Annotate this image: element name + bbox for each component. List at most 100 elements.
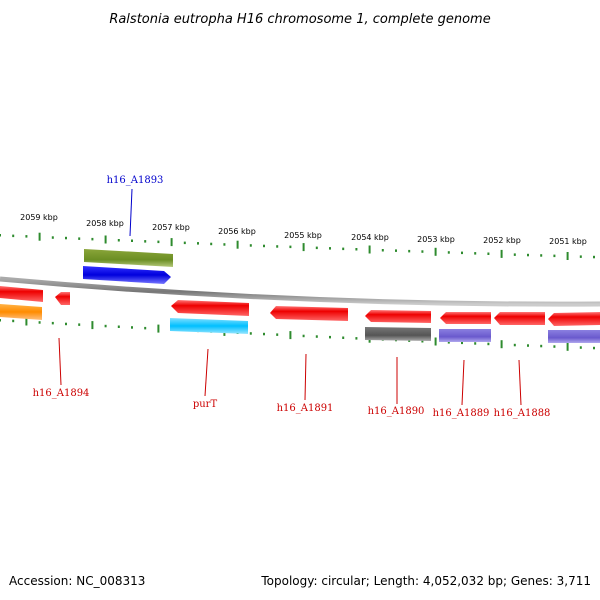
upper-ring-dot bbox=[249, 244, 252, 247]
lower-ring-major-tick bbox=[91, 321, 94, 330]
gene-purT-arrow[interactable] bbox=[171, 300, 249, 316]
gene-label-h16-a1888[interactable]: h16_A1888 bbox=[494, 408, 551, 419]
lower-ring-dot bbox=[329, 335, 331, 339]
lower-ring-dot bbox=[51, 321, 54, 325]
scale-label-2052: 2052 kbp bbox=[483, 236, 521, 245]
gene-labels: h16_A1893 h16_A1894 purT h16_A1891 h16_A… bbox=[33, 175, 551, 419]
feature-gray-h16-a1890[interactable] bbox=[365, 327, 431, 341]
lower-ring-dot bbox=[12, 319, 15, 323]
lower-ring-dot bbox=[447, 341, 450, 344]
feature-purple-h16-a1889[interactable] bbox=[439, 329, 491, 342]
gene-h16-a1891-arrow[interactable] bbox=[270, 306, 348, 321]
lower-ring-dot bbox=[276, 333, 279, 336]
lower-ring-dot bbox=[593, 346, 595, 350]
chromosome-backbone bbox=[0, 276, 600, 307]
gene-left-edge-red[interactable] bbox=[0, 286, 43, 302]
lower-ring-dot bbox=[474, 342, 477, 345]
gene-olive-feature[interactable] bbox=[84, 249, 173, 267]
leader-h16-a1894 bbox=[58, 337, 62, 386]
lower-ring-dot bbox=[104, 324, 107, 328]
upper-ring-dot bbox=[474, 252, 477, 255]
gene-label-h16-a1894[interactable]: h16_A1894 bbox=[33, 388, 90, 399]
lower-ring-major-tick bbox=[157, 324, 160, 333]
leader-purT bbox=[204, 348, 209, 397]
upper-ring-dot bbox=[197, 242, 199, 245]
lower-ring-dot bbox=[144, 326, 147, 330]
lower-ring-dot bbox=[38, 321, 41, 324]
upper-ring-dot bbox=[408, 249, 411, 253]
lower-ring-major-tick bbox=[25, 317, 28, 326]
upper-ring-dot bbox=[157, 240, 160, 244]
lower-ring-dot bbox=[553, 345, 556, 348]
upper-ring-dot bbox=[25, 235, 28, 238]
upper-ring-dot bbox=[91, 237, 94, 241]
leader-h16-a1889 bbox=[461, 359, 465, 406]
upper-ring-major-tick bbox=[368, 245, 371, 254]
lower-ring-dot bbox=[421, 340, 424, 343]
scale-label-2057: 2057 kbp bbox=[152, 223, 190, 232]
upper-ring-dot bbox=[276, 245, 279, 248]
scale-label-2059: 2059 kbp bbox=[20, 213, 58, 222]
lower-ring-dot bbox=[342, 336, 345, 339]
label-leaders bbox=[58, 188, 522, 406]
secondary-track-features bbox=[0, 304, 600, 343]
upper-ring-dot bbox=[395, 249, 397, 252]
lower-ring-dot bbox=[540, 344, 543, 348]
upper-ring-dot bbox=[183, 241, 186, 245]
upper-ring-dot bbox=[0, 234, 1, 237]
upper-ring-dot bbox=[447, 251, 450, 254]
upper-strand-features bbox=[83, 249, 173, 284]
upper-ring-dot bbox=[513, 253, 516, 256]
lower-ring-dot bbox=[117, 325, 120, 328]
lower-ring-dot bbox=[315, 335, 318, 338]
upper-ring-dot bbox=[487, 252, 490, 255]
lower-ring-dot bbox=[65, 322, 67, 326]
lower-ring-major-tick bbox=[289, 331, 292, 340]
lower-ring-major-tick bbox=[500, 340, 503, 349]
upper-scale-ring bbox=[0, 232, 595, 260]
gene-label-h16-a1889[interactable]: h16_A1889 bbox=[433, 408, 490, 419]
upper-ring-dot bbox=[223, 243, 226, 246]
gene-label-purT[interactable]: purT bbox=[193, 399, 218, 410]
upper-ring-dot bbox=[12, 234, 15, 238]
leader-h16-a1891 bbox=[304, 353, 307, 401]
upper-ring-major-tick bbox=[104, 235, 107, 244]
upper-ring-major-tick bbox=[38, 232, 41, 241]
gene-h16-a1889-arrow[interactable] bbox=[440, 312, 491, 324]
feature-cyan-purT[interactable] bbox=[170, 318, 248, 334]
upper-ring-major-tick bbox=[170, 238, 173, 247]
topology-footer: Topology: circular; Length: 4,052,032 bp… bbox=[261, 574, 591, 588]
upper-ring-dot bbox=[461, 251, 463, 255]
upper-ring-dot bbox=[51, 236, 54, 239]
gene-h16-a1890-arrow[interactable] bbox=[365, 310, 431, 323]
scale-label-2055: 2055 kbp bbox=[284, 231, 322, 240]
accession-footer: Accession: NC_008313 bbox=[9, 574, 146, 588]
gene-h16-a1893-arrow[interactable] bbox=[83, 266, 171, 284]
upper-ring-dot bbox=[579, 255, 582, 258]
upper-ring-dot bbox=[527, 253, 529, 257]
lower-ring-dot bbox=[513, 343, 516, 347]
upper-ring-dot bbox=[381, 249, 384, 252]
gene-label-h16-a1893[interactable]: h16_A1893 bbox=[107, 175, 164, 186]
lower-ring-dot bbox=[579, 346, 582, 349]
gene-h16-a1888-arrow[interactable] bbox=[494, 312, 545, 325]
gene-right-edge-red[interactable] bbox=[548, 312, 600, 326]
upper-ring-dot bbox=[131, 239, 133, 242]
upper-ring-dot bbox=[342, 247, 345, 251]
lower-ring-major-tick bbox=[566, 342, 569, 351]
gene-h16-a1894-arrow[interactable] bbox=[55, 292, 70, 305]
upper-ring-dot bbox=[289, 245, 292, 249]
lower-ring-dot bbox=[355, 337, 358, 340]
gene-label-h16-a1890[interactable]: h16_A1890 bbox=[368, 406, 425, 417]
upper-ring-dot bbox=[144, 240, 147, 243]
scale-label-2051: 2051 kbp bbox=[549, 237, 587, 246]
feature-purple-right[interactable] bbox=[548, 330, 600, 343]
lower-ring-dot bbox=[249, 332, 252, 335]
upper-ring-major-tick bbox=[302, 243, 305, 252]
feature-orange-left[interactable] bbox=[0, 304, 42, 320]
scale-label-2053: 2053 kbp bbox=[417, 235, 455, 244]
upper-ring-dot bbox=[117, 239, 120, 242]
lower-ring-dot bbox=[461, 341, 463, 345]
lower-ring-dot bbox=[0, 319, 1, 322]
gene-label-h16-a1891[interactable]: h16_A1891 bbox=[277, 403, 334, 414]
